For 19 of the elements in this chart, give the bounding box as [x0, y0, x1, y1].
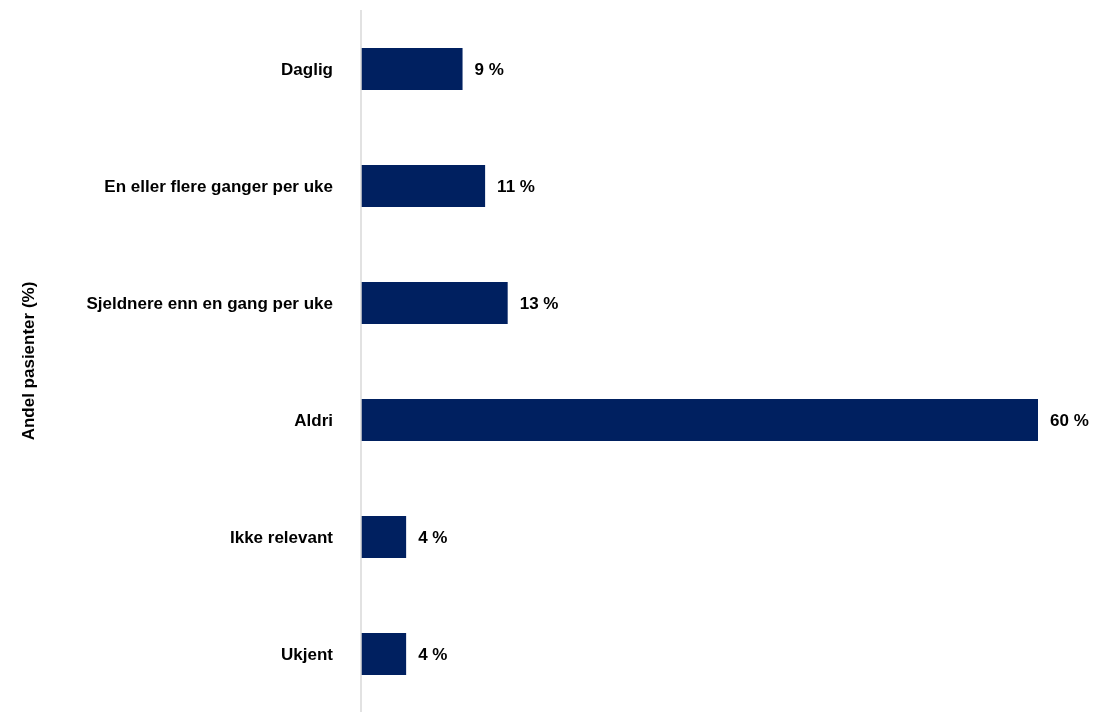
y-tick-label: Ukjent [281, 644, 334, 664]
y-tick-label: En eller flere ganger per uke [104, 176, 333, 196]
y-tick-label: Ikke relevant [229, 527, 334, 547]
y-tick-label: Daglig [281, 59, 333, 79]
bar [361, 165, 486, 207]
y-tick-label: Aldri [294, 410, 333, 430]
bar [361, 516, 407, 558]
bar [361, 399, 1038, 441]
data-label: 60 % [1050, 411, 1089, 431]
y-tick-label: Sjeldnere enn en gang per uke [86, 293, 333, 313]
data-label: 13 % [519, 294, 559, 314]
bar [361, 48, 463, 90]
data-label: 9 % [474, 60, 504, 80]
data-label: 4 % [418, 528, 448, 548]
data-label: 11 % [497, 177, 535, 197]
bar [361, 633, 407, 675]
data-label: 4 % [418, 645, 448, 665]
y-axis-title: Andel pasienter (%) [19, 281, 39, 441]
bar [361, 282, 508, 324]
